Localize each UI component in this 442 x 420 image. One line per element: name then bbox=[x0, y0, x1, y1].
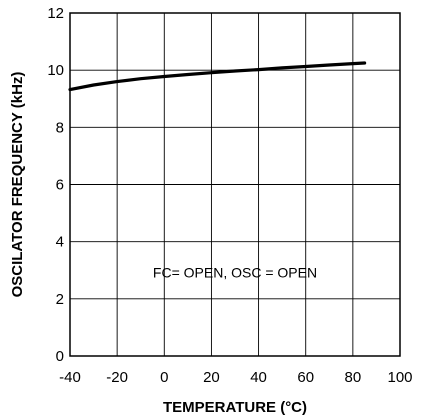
x-axis-title: TEMPERATURE (°C) bbox=[163, 399, 307, 416]
y-axis-title: OSCILATOR FREQUENCY (kHz) bbox=[9, 72, 26, 298]
y-tick-label: 12 bbox=[47, 5, 64, 22]
x-tick-label: 0 bbox=[160, 369, 168, 386]
series-layer bbox=[68, 61, 367, 92]
x-tick-label: -40 bbox=[59, 369, 81, 386]
x-tick-label: -20 bbox=[106, 369, 128, 386]
y-tick-label: 10 bbox=[47, 62, 64, 79]
plot-frame bbox=[69, 12, 401, 357]
y-tick-label: 2 bbox=[56, 291, 64, 308]
grid bbox=[70, 13, 400, 356]
x-tick-label: 60 bbox=[297, 369, 314, 386]
series-line bbox=[68, 61, 367, 92]
tick-labels: -40 -20 0 20 40 60 80 100 0 2 4 6 8 10 12 bbox=[47, 5, 412, 386]
y-tick-label: 8 bbox=[56, 119, 64, 136]
x-tick-label: 40 bbox=[250, 369, 267, 386]
x-tick-label: 80 bbox=[345, 369, 362, 386]
x-tick-label: 100 bbox=[387, 369, 412, 386]
x-tick-label: 20 bbox=[203, 369, 220, 386]
y-tick-label: 6 bbox=[56, 177, 64, 194]
y-tick-label: 4 bbox=[56, 234, 64, 251]
chart-annotation: FC= OPEN, OSC = OPEN bbox=[153, 264, 317, 280]
y-tick-label: 0 bbox=[56, 348, 64, 365]
